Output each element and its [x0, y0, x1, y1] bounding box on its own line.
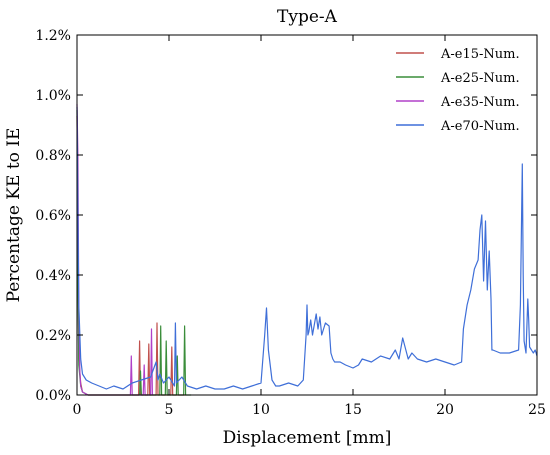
x-tick-label: 10: [252, 402, 270, 418]
y-tick-label: 0.8%: [35, 148, 71, 164]
x-tick-label: 15: [344, 402, 362, 418]
chart-title: Type-A: [277, 7, 338, 27]
x-tick-label: 5: [165, 402, 174, 418]
x-axis: 0 5 10 15 20 25: [73, 35, 546, 418]
y-tick-label: 0.4%: [35, 268, 71, 284]
x-axis-title: Displacement [mm]: [223, 428, 392, 448]
series-line-A-e25-Num.: [76, 109, 192, 396]
plot-frame: [76, 34, 538, 396]
legend-label-A-e35-Num.: A-e35-Num.: [440, 95, 520, 110]
x-tick-label: 20: [436, 402, 454, 418]
legend: A-e15-Num. A-e25-Num. A-e35-Num. A-e70-Num.: [396, 47, 520, 134]
x-tick-label: 0: [73, 402, 82, 418]
x-tick-label: 25: [528, 402, 546, 418]
y-tick-label: 0.2%: [35, 328, 71, 344]
series-line-A-e15-Num.: [76, 115, 186, 396]
y-tick-label: 0.6%: [35, 208, 71, 224]
y-axis: 0.0% 0.2% 0.4% 0.6% 0.8% 1.0% 1.2%: [35, 28, 537, 404]
series-line-A-e70-Num.: [76, 106, 538, 390]
y-tick-label: 0.0%: [35, 388, 71, 404]
legend-label-A-e70-Num.: A-e70-Num.: [440, 119, 520, 134]
y-tick-label: 1.2%: [35, 28, 71, 44]
series-line-A-e35-Num.: [76, 103, 153, 396]
legend-label-A-e25-Num.: A-e25-Num.: [440, 71, 520, 86]
legend-label-A-e15-Num.: A-e15-Num.: [440, 47, 520, 62]
plot-lines: [76, 103, 538, 396]
y-axis-title: Percentage KE to IE: [4, 128, 24, 303]
y-tick-label: 1.0%: [35, 88, 71, 104]
